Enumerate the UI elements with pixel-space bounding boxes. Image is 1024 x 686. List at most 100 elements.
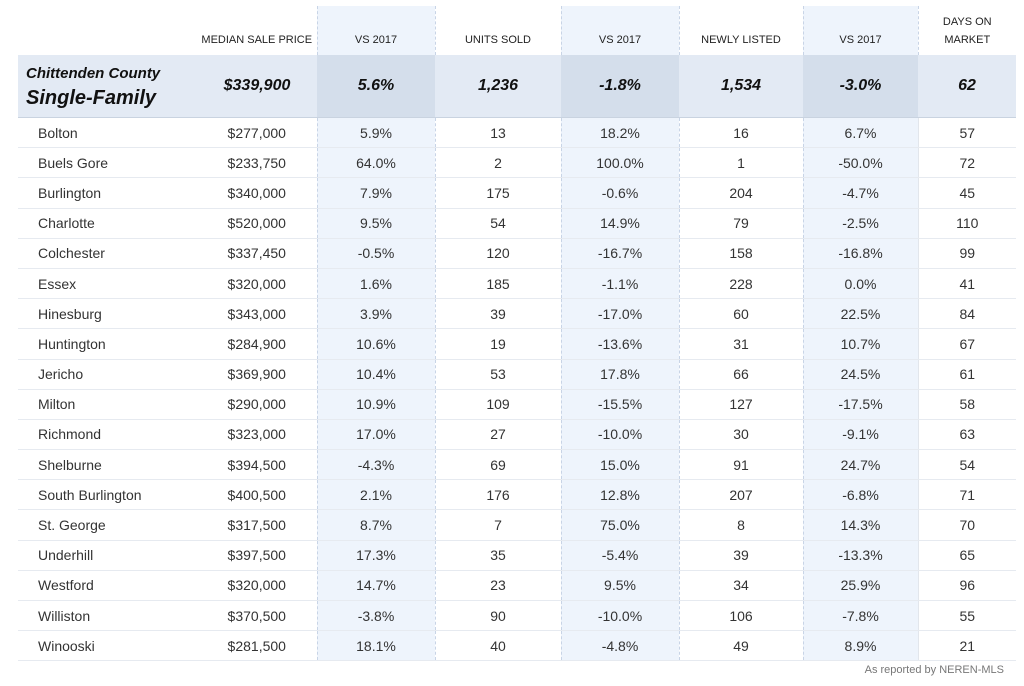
total-vs-2017-units: -1.8% bbox=[561, 55, 679, 118]
cell-town-name: Hinesburg bbox=[18, 298, 197, 330]
cell-median-sale-price: $340,000 bbox=[197, 177, 317, 209]
cell-units-sold: 40 bbox=[435, 630, 561, 662]
table-row: Burlington $340,000 7.9% 175 -0.6% 204 -4.7% 45 bbox=[18, 177, 1016, 209]
cell-newly-listed: 39 bbox=[679, 540, 803, 571]
cell-vs-2017-listed: -17.5% bbox=[802, 389, 919, 420]
header-vs-2017-units: VS 2017 bbox=[560, 6, 680, 55]
cell-units-sold: 27 bbox=[435, 419, 561, 451]
table-row: Williston $370,500 -3.8% 90 -10.0% 106 -7.8% 55 bbox=[18, 600, 1016, 632]
cell-days-on-market: 45 bbox=[917, 177, 1016, 209]
cell-vs-2017-listed: 14.3% bbox=[802, 509, 919, 541]
cell-vs-2017-listed: 24.5% bbox=[802, 359, 919, 390]
cell-newly-listed: 31 bbox=[679, 328, 803, 360]
cell-newly-listed: 34 bbox=[679, 570, 803, 602]
cell-vs-2017-price: 1.6% bbox=[316, 268, 436, 300]
cell-vs-2017-price: -4.3% bbox=[316, 449, 436, 481]
table-row: Charlotte $520,000 9.5% 54 14.9% 79 -2.5% 110 bbox=[18, 208, 1016, 239]
cell-median-sale-price: $323,000 bbox=[197, 419, 317, 451]
cell-days-on-market: 72 bbox=[917, 147, 1016, 179]
cell-median-sale-price: $281,500 bbox=[197, 630, 317, 662]
table-row: Winooski $281,500 18.1% 40 -4.8% 49 8.9% 21 bbox=[18, 630, 1016, 662]
total-days-on-market: 62 bbox=[918, 55, 1016, 118]
table-row: Colchester $337,450 -0.5% 120 -16.7% 158 -16.8… bbox=[18, 238, 1016, 269]
cell-vs-2017-listed: 10.7% bbox=[802, 328, 919, 360]
header-median-sale-price: MEDIAN SALE PRICE bbox=[201, 34, 313, 46]
cell-vs-2017-price: 9.5% bbox=[316, 208, 436, 239]
cell-units-sold: 69 bbox=[435, 449, 561, 481]
cell-units-sold: 19 bbox=[435, 328, 561, 360]
cell-town-name: Milton bbox=[18, 389, 197, 420]
cell-days-on-market: 54 bbox=[917, 449, 1016, 481]
cell-days-on-market: 58 bbox=[917, 389, 1016, 420]
cell-days-on-market: 57 bbox=[917, 117, 1016, 149]
cell-vs-2017-price: 5.9% bbox=[316, 117, 436, 149]
cell-units-sold: 2 bbox=[435, 147, 561, 179]
cell-median-sale-price: $369,900 bbox=[197, 359, 317, 390]
total-newly-listed: 1,534 bbox=[679, 55, 803, 118]
cell-vs-2017-listed: 25.9% bbox=[802, 570, 919, 602]
county-name: Chittenden County bbox=[26, 65, 161, 82]
cell-median-sale-price: $284,900 bbox=[197, 328, 317, 360]
cell-days-on-market: 55 bbox=[917, 600, 1016, 632]
cell-days-on-market: 96 bbox=[917, 570, 1016, 602]
header-row: MEDIAN SALE PRICE VS 2017 UNITS SOLD VS … bbox=[18, 6, 1016, 55]
cell-vs-2017-price: 14.7% bbox=[316, 570, 436, 602]
cell-median-sale-price: $394,500 bbox=[197, 449, 317, 481]
cell-town-name: Jericho bbox=[18, 359, 197, 390]
cell-vs-2017-price: 10.4% bbox=[316, 359, 436, 390]
table-row: Milton $290,000 10.9% 109 -15.5% 127 -17.5% 58 bbox=[18, 389, 1016, 420]
cell-days-on-market: 70 bbox=[917, 509, 1016, 541]
cell-town-name: Westford bbox=[18, 570, 197, 602]
table-row: Bolton $277,000 5.9% 13 18.2% 16 6.7% 57 bbox=[18, 117, 1016, 149]
table-row: Underhill $397,500 17.3% 35 -5.4% 39 -13.3% 65 bbox=[18, 540, 1016, 571]
cell-days-on-market: 63 bbox=[917, 419, 1016, 451]
cell-days-on-market: 21 bbox=[917, 630, 1016, 662]
cell-newly-listed: 30 bbox=[679, 419, 803, 451]
cell-days-on-market: 41 bbox=[917, 268, 1016, 300]
cell-vs-2017-units: 18.2% bbox=[560, 117, 680, 149]
header-units-sold: UNITS SOLD bbox=[464, 34, 531, 46]
cell-vs-2017-price: 7.9% bbox=[316, 177, 436, 209]
cell-units-sold: 54 bbox=[435, 208, 561, 239]
cell-vs-2017-units: -10.0% bbox=[560, 419, 680, 451]
cell-days-on-market: 67 bbox=[917, 328, 1016, 360]
table-row: Jericho $369,900 10.4% 53 17.8% 66 24.5% 61 bbox=[18, 359, 1016, 390]
cell-town-name: Richmond bbox=[18, 419, 197, 451]
cell-median-sale-price: $233,750 bbox=[197, 147, 317, 179]
cell-median-sale-price: $320,000 bbox=[197, 570, 317, 602]
cell-newly-listed: 16 bbox=[679, 117, 803, 149]
cell-town-name: Essex bbox=[18, 268, 197, 300]
cell-vs-2017-units: 12.8% bbox=[560, 479, 680, 511]
cell-vs-2017-units: -16.7% bbox=[560, 238, 680, 269]
cell-median-sale-price: $320,000 bbox=[197, 268, 317, 300]
cell-units-sold: 39 bbox=[435, 298, 561, 330]
total-units-sold: 1,236 bbox=[435, 55, 561, 118]
header-vs-2017-listed: VS 2017 bbox=[802, 6, 919, 55]
table-row: Shelburne $394,500 -4.3% 69 15.0% 91 24.7% 54 bbox=[18, 449, 1016, 481]
cell-vs-2017-price: 64.0% bbox=[316, 147, 436, 179]
cell-vs-2017-price: 10.6% bbox=[316, 328, 436, 360]
cell-newly-listed: 49 bbox=[679, 630, 803, 662]
cell-vs-2017-listed: 24.7% bbox=[802, 449, 919, 481]
cell-newly-listed: 204 bbox=[679, 177, 803, 209]
cell-vs-2017-units: 9.5% bbox=[560, 570, 680, 602]
cell-town-name: Williston bbox=[18, 600, 197, 632]
total-vs-2017-price: 5.6% bbox=[317, 55, 435, 118]
cell-vs-2017-units: -13.6% bbox=[560, 328, 680, 360]
cell-vs-2017-price: -3.8% bbox=[316, 600, 436, 632]
cell-units-sold: 35 bbox=[435, 540, 561, 571]
cell-median-sale-price: $337,450 bbox=[197, 238, 317, 269]
cell-vs-2017-listed: -6.8% bbox=[802, 479, 919, 511]
cell-town-name: South Burlington bbox=[18, 479, 197, 511]
cell-newly-listed: 127 bbox=[679, 389, 803, 420]
property-type: Single-Family bbox=[26, 87, 157, 109]
cell-vs-2017-units: -1.1% bbox=[560, 268, 680, 300]
cell-units-sold: 175 bbox=[435, 177, 561, 209]
cell-town-name: Buels Gore bbox=[18, 147, 197, 179]
cell-newly-listed: 60 bbox=[679, 298, 803, 330]
cell-vs-2017-listed: -7.8% bbox=[802, 600, 919, 632]
cell-town-name: Colchester bbox=[18, 238, 197, 269]
table-row: St. George $317,500 8.7% 7 75.0% 8 14.3% 70 bbox=[18, 509, 1016, 541]
cell-town-name: Charlotte bbox=[18, 208, 197, 239]
cell-days-on-market: 99 bbox=[917, 238, 1016, 269]
